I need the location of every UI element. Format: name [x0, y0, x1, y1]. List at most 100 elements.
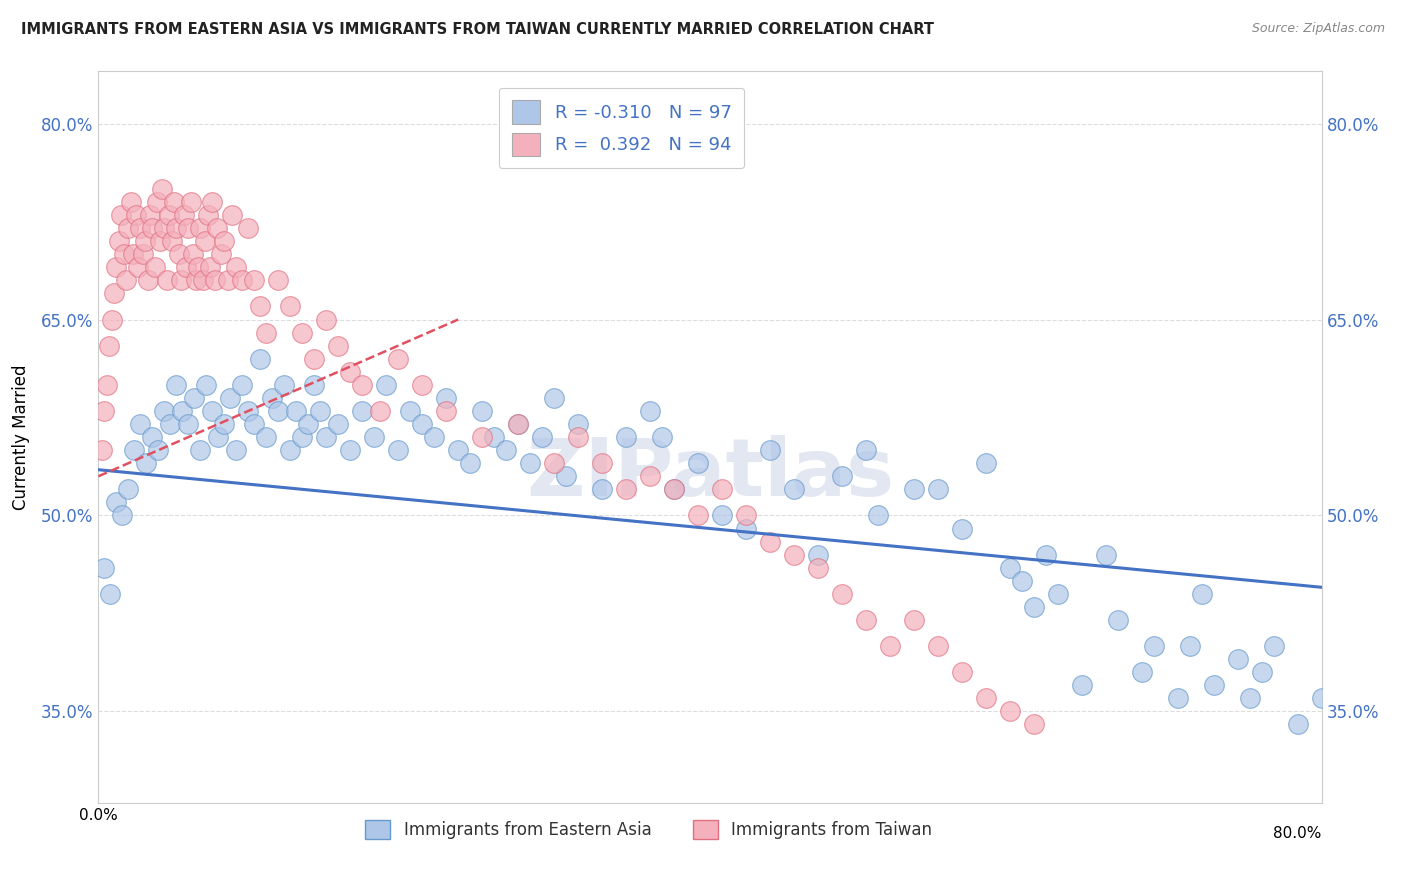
Point: [1263, 639, 1285, 653]
Point: [508, 417, 530, 431]
Point: [173, 208, 195, 222]
Point: [807, 548, 830, 562]
Point: [471, 404, 494, 418]
Point: [143, 260, 166, 275]
Point: [117, 221, 139, 235]
Point: [950, 521, 973, 535]
Point: [927, 483, 949, 497]
Point: [759, 534, 782, 549]
Point: [855, 443, 877, 458]
Point: [1286, 717, 1309, 731]
Point: [291, 430, 314, 444]
Point: [458, 456, 481, 470]
Point: [181, 247, 204, 261]
Point: [783, 483, 806, 497]
Point: [115, 273, 138, 287]
Point: [267, 404, 290, 418]
Point: [591, 483, 613, 497]
Point: [375, 377, 398, 392]
Point: [135, 456, 157, 470]
Point: [866, 508, 889, 523]
Point: [1250, 665, 1272, 680]
Point: [304, 351, 326, 366]
Point: [127, 260, 149, 275]
Point: [434, 391, 457, 405]
Point: [129, 221, 152, 235]
Point: [122, 247, 145, 261]
Point: [183, 391, 205, 405]
Point: [108, 234, 131, 248]
Point: [100, 587, 122, 601]
Point: [156, 273, 179, 287]
Text: IMMIGRANTS FROM EASTERN ASIA VS IMMIGRANTS FROM TAIWAN CURRENTLY MARRIED CORRELA: IMMIGRANTS FROM EASTERN ASIA VS IMMIGRAN…: [21, 22, 934, 37]
Point: [105, 260, 128, 275]
Point: [148, 443, 170, 458]
Point: [201, 404, 224, 418]
Point: [231, 377, 253, 392]
Point: [195, 377, 218, 392]
Point: [160, 234, 183, 248]
Point: [141, 430, 163, 444]
Point: [368, 404, 391, 418]
Point: [165, 377, 187, 392]
Point: [111, 508, 134, 523]
Point: [136, 273, 159, 287]
Point: [150, 182, 173, 196]
Point: [243, 417, 266, 431]
Point: [153, 404, 176, 418]
Point: [471, 430, 494, 444]
Point: [831, 587, 853, 601]
Point: [167, 247, 190, 261]
Point: [214, 234, 236, 248]
Point: [711, 483, 734, 497]
Point: [1178, 639, 1201, 653]
Point: [508, 417, 530, 431]
Point: [614, 430, 637, 444]
Point: [903, 483, 925, 497]
Point: [1143, 639, 1166, 653]
Point: [807, 560, 830, 574]
Point: [188, 221, 212, 235]
Point: [110, 208, 132, 222]
Point: [221, 208, 243, 222]
Point: [249, 300, 271, 314]
Point: [273, 377, 295, 392]
Point: [387, 351, 409, 366]
Point: [543, 391, 565, 405]
Point: [447, 443, 470, 458]
Text: ZIPatlas: ZIPatlas: [526, 434, 894, 513]
Point: [1107, 613, 1129, 627]
Point: [141, 221, 163, 235]
Point: [219, 391, 242, 405]
Point: [198, 260, 221, 275]
Point: [1239, 691, 1261, 706]
Point: [177, 221, 200, 235]
Point: [180, 194, 202, 209]
Y-axis label: Currently Married: Currently Married: [11, 364, 30, 510]
Point: [174, 260, 197, 275]
Point: [1310, 691, 1333, 706]
Text: 80.0%: 80.0%: [1274, 826, 1322, 841]
Point: [165, 221, 187, 235]
Point: [105, 495, 128, 509]
Point: [117, 483, 139, 497]
Point: [278, 300, 301, 314]
Point: [1022, 717, 1045, 731]
Point: [759, 443, 782, 458]
Point: [243, 273, 266, 287]
Point: [315, 312, 337, 326]
Point: [231, 273, 253, 287]
Point: [411, 417, 433, 431]
Point: [315, 430, 337, 444]
Point: [686, 456, 709, 470]
Point: [209, 247, 232, 261]
Point: [1022, 599, 1045, 614]
Point: [423, 430, 446, 444]
Point: [93, 404, 115, 418]
Point: [93, 560, 115, 574]
Point: [614, 483, 637, 497]
Point: [399, 404, 422, 418]
Point: [1226, 652, 1249, 666]
Point: [1094, 548, 1116, 562]
Point: [855, 613, 877, 627]
